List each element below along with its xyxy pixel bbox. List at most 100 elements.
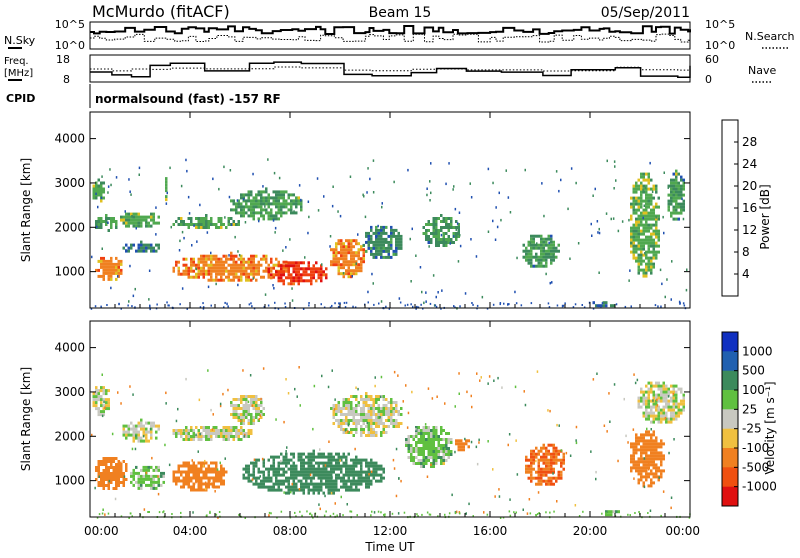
cpid-value: normalsound (fast) -157 RF — [95, 92, 281, 106]
velocity-colorbar-tick-label: 500 — [742, 364, 765, 378]
echo-region — [95, 457, 128, 490]
power-colorbar-tick-label: 4 — [742, 267, 750, 281]
freq-trace — [90, 61, 691, 79]
x-tick-label: 16:00 — [473, 524, 508, 538]
x-axis-label: Time UT — [364, 540, 415, 554]
echo-region — [330, 239, 365, 279]
echo-region — [165, 177, 168, 202]
echo-region — [242, 449, 385, 495]
nsky-tick-bottom: 10^0 — [55, 39, 85, 52]
velocity-colorbar-segment — [722, 467, 738, 488]
nave-trace — [90, 66, 691, 72]
echo-region — [330, 392, 403, 437]
echo-region — [122, 418, 160, 443]
velocity-colorbar-tick-label: 1000 — [742, 344, 773, 358]
echo-region — [592, 301, 615, 308]
velocity-colorbar-segment — [722, 448, 738, 468]
nsearch-label: N.Search — [745, 30, 795, 43]
velocity-colorbar-tick-label: 100 — [742, 383, 765, 397]
velocity-colorbar-tick-label: 25 — [742, 402, 757, 416]
echo-region — [630, 430, 665, 488]
power-panel-frame — [89, 111, 691, 309]
power-colorbar-tick-label: 20 — [742, 179, 757, 193]
velocity-y-axis: 4000 3000 2000 1000 — [54, 341, 690, 488]
velocity-colorbar-tick-label: -25 — [742, 422, 762, 436]
velocity-colorbar-segment — [722, 486, 738, 507]
nsearch-tick-bottom: 10^0 — [705, 39, 735, 52]
power-colorbar-tick-label: 8 — [742, 245, 750, 259]
velocity-colorbar-segment — [722, 370, 738, 391]
time-axis: 00:00 04:00 08:00 12:00 16:00 20:00 00:00 — [84, 112, 700, 538]
freq-tick-top: 18 — [56, 53, 70, 66]
echo-region — [95, 256, 123, 281]
echo-region — [522, 234, 560, 268]
echo-region — [362, 225, 403, 259]
echo-region — [405, 426, 453, 468]
power-colorbar-tick-label: 12 — [742, 223, 757, 237]
x-tick-label: 20:00 — [573, 524, 608, 538]
x-tick-label: 00:00 — [84, 524, 119, 538]
echo-region — [455, 439, 470, 452]
echo-region — [95, 214, 118, 232]
echo-region — [667, 169, 685, 221]
cpid-label: CPID — [6, 92, 35, 105]
nsky-label: N.Sky — [4, 34, 36, 47]
echo-region — [122, 240, 160, 253]
echo-region — [120, 212, 160, 228]
velocity-colorbar: 1000 500 100 25 -25 -100 -500 -1000 — [721, 331, 777, 507]
nsearch-trace — [90, 33, 691, 43]
echo-region — [172, 251, 290, 282]
velocity-colorbar-tick-label: -100 — [742, 441, 769, 455]
freq-tick-bottom: 8 — [63, 73, 70, 86]
x-tick-label: 12:00 — [373, 524, 408, 538]
velocity-colorbar-frame — [721, 331, 739, 507]
echo-region — [422, 214, 460, 247]
velocity-colorbar-segment — [722, 332, 738, 352]
power-colorbar-tick-label: 16 — [742, 201, 757, 215]
echo-region — [92, 386, 110, 417]
echo-region — [605, 510, 620, 517]
x-tick-label: 00:00 — [665, 524, 700, 538]
echo-region — [230, 395, 265, 425]
power-colorbar-label: Power [dB] — [758, 184, 772, 249]
y-tick-label: 3000 — [54, 385, 85, 399]
velocity-colorbar-segment — [722, 428, 738, 449]
power-colorbar-tick-label: 28 — [742, 135, 757, 149]
velocity-heatmap — [91, 366, 691, 519]
station-title: McMurdo (fitACF) — [92, 2, 230, 21]
velocity-colorbar-segment — [722, 351, 738, 372]
date-title: 05/Sep/2011 — [601, 5, 690, 21]
nsky-trace — [90, 25, 691, 35]
x-tick-label: 08:00 — [273, 524, 308, 538]
x-tick-label: 04:00 — [173, 524, 208, 538]
y-tick-label: 3000 — [54, 176, 85, 190]
y-tick-label: 2000 — [54, 429, 85, 443]
nsky-tick-top: 10^5 — [55, 18, 85, 31]
echo-region — [630, 172, 660, 278]
echo-region — [637, 381, 685, 424]
nave-tick-top: 60 — [705, 53, 719, 66]
noise-strip-frame — [89, 21, 691, 50]
velocity-y-label: Slant Range [km] — [19, 367, 33, 471]
y-tick-label: 2000 — [54, 220, 85, 234]
echo-region — [130, 465, 165, 490]
y-tick-label: 4000 — [54, 341, 85, 355]
y-tick-label: 1000 — [54, 265, 85, 279]
echo-region — [172, 426, 253, 441]
velocity-colorbar-segment — [722, 390, 738, 410]
y-tick-label: 4000 — [54, 132, 85, 146]
velocity-colorbar-label: Velocity [m s⁻¹] — [763, 381, 777, 474]
velocity-colorbar-segment — [722, 409, 738, 430]
nave-tick-bottom: 0 — [705, 73, 712, 86]
echo-region — [267, 261, 328, 286]
nave-label: Nave — [748, 64, 776, 77]
scatter-echoes — [91, 366, 691, 519]
beam-title: Beam 15 — [369, 5, 432, 21]
velocity-colorbar-tick-label: -1000 — [742, 480, 777, 494]
freq-unit: [MHz] — [4, 68, 33, 79]
power-y-axis: 4000 3000 2000 1000 — [54, 132, 690, 279]
power-colorbar: 28 24 20 16 12 8 4 — [721, 119, 757, 297]
y-tick-label: 1000 — [54, 474, 85, 488]
